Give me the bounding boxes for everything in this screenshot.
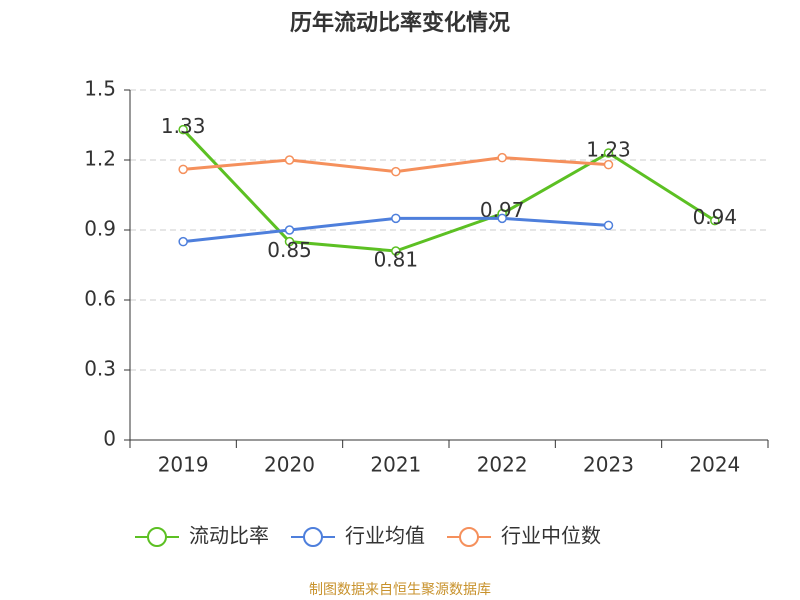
y-tick-label: 1.2 [84, 147, 116, 171]
legend-label[interactable]: 行业均值 [345, 524, 425, 548]
data-point [497, 213, 507, 224]
legend-marker [147, 527, 167, 547]
data-label: 0.94 [693, 205, 738, 229]
data-point [178, 236, 188, 247]
data-point [710, 215, 720, 226]
data-point [391, 213, 401, 224]
x-tick-label: 2019 [158, 453, 209, 477]
data-point [284, 236, 295, 247]
data-label: 1.23 [586, 138, 631, 162]
legend-label[interactable]: 流动比率 [189, 524, 269, 548]
data-label: 0.85 [267, 238, 312, 262]
y-tick-label: 1.5 [84, 77, 116, 101]
x-tick-label: 2021 [370, 453, 421, 477]
x-tick-label: 2022 [477, 453, 528, 477]
y-tick-label: 0.3 [84, 357, 116, 381]
data-point [497, 152, 507, 163]
data-point [603, 220, 614, 231]
source-note: 制图数据来自恒生聚源数据库 [309, 582, 491, 598]
legend-marker [303, 527, 323, 547]
legend-marker [459, 527, 479, 547]
data-label: 0.81 [374, 248, 419, 272]
data-label: 1.33 [161, 114, 206, 138]
data-point [391, 166, 401, 177]
series-line [182, 128, 716, 253]
data-point [284, 225, 295, 235]
x-tick-label: 2023 [583, 453, 634, 477]
y-tick-label: 0 [103, 427, 116, 451]
chart-title: 历年流动比率变化情况 [290, 10, 510, 36]
data-point [603, 159, 614, 170]
y-tick-label: 0.9 [84, 217, 116, 241]
legend-label[interactable]: 行业中位数 [501, 524, 601, 548]
data-point [178, 124, 188, 135]
data-point [284, 155, 295, 165]
data-point [391, 246, 401, 256]
y-tick-label: 0.6 [84, 287, 116, 311]
x-tick-label: 2020 [264, 453, 315, 477]
x-tick-label: 2024 [689, 453, 740, 477]
data-point [178, 164, 188, 175]
data-point [603, 148, 614, 158]
